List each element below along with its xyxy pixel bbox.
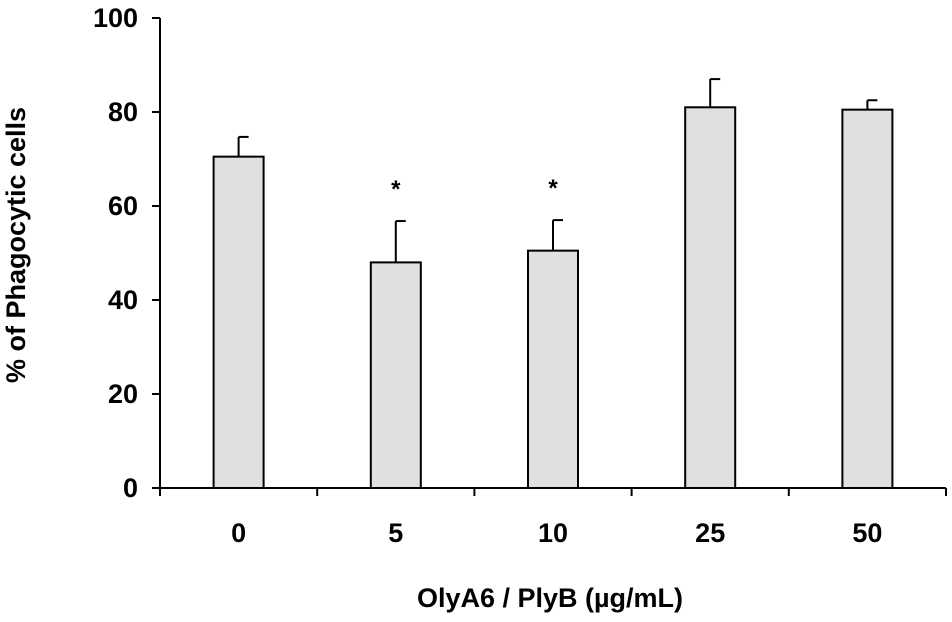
bar xyxy=(684,106,737,490)
x-axis-label: OlyA6 / PlyB (µg/mL) xyxy=(417,583,683,613)
bar xyxy=(841,108,894,490)
y-tick-label: 100 xyxy=(93,3,138,33)
y-tick-label: 60 xyxy=(108,191,138,221)
x-tick-label: 50 xyxy=(852,518,882,548)
x-tick-label: 0 xyxy=(231,518,246,548)
bar xyxy=(527,249,579,489)
y-tick-label: 0 xyxy=(123,473,138,503)
axes xyxy=(152,17,947,496)
x-tick-label: 25 xyxy=(695,518,725,548)
x-tick-label: 5 xyxy=(388,518,403,548)
y-tick-label: 20 xyxy=(108,379,138,409)
bar xyxy=(212,155,265,489)
bar xyxy=(369,261,422,489)
y-axis-label: % of Phagocytic cells xyxy=(1,107,31,383)
bars: * * xyxy=(212,78,894,490)
significance-marker: * xyxy=(548,175,558,202)
significance-marker: * xyxy=(391,176,401,203)
y-tick-label: 40 xyxy=(108,285,138,315)
x-tick-label: 10 xyxy=(538,518,568,548)
tick-labels: 0 20 40 60 80 100 0 5 10 25 50 xyxy=(93,3,882,548)
y-tick-label: 80 xyxy=(108,97,138,127)
